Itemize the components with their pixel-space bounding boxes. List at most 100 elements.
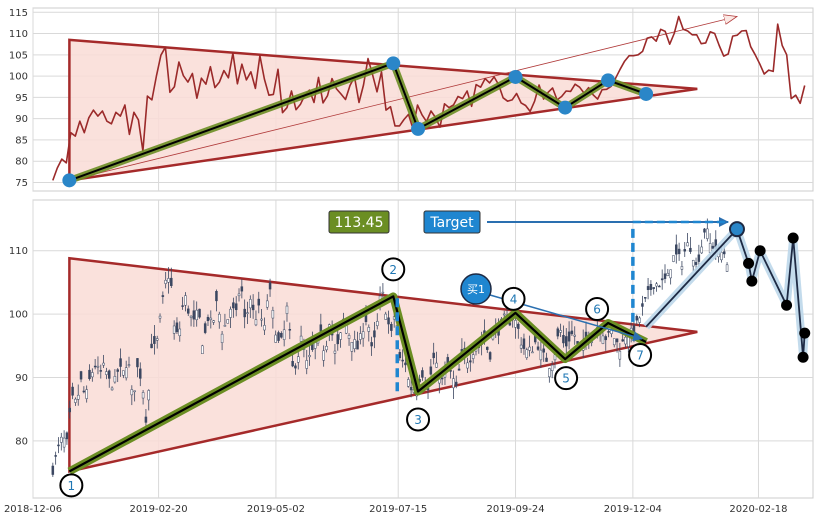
candle-body: [164, 279, 167, 284]
candle-body: [254, 319, 258, 326]
buy-label: 买1: [467, 283, 485, 296]
candle-body: [127, 364, 131, 366]
candle-body: [172, 325, 176, 334]
candle-body: [381, 291, 385, 294]
x-tick-label: 2019-12-04: [604, 504, 662, 515]
y-tick-label: 75: [15, 178, 28, 189]
candle-body: [646, 286, 650, 290]
pivot-markers: [62, 56, 654, 188]
candle-body: [198, 308, 201, 318]
candle-body: [641, 303, 644, 307]
candle-body: [277, 332, 280, 341]
pivot-label: 6: [593, 303, 601, 317]
candle-body: [170, 277, 173, 286]
y-tick-label: 90: [15, 114, 28, 125]
candle-body: [212, 320, 215, 323]
candle-body: [683, 249, 687, 252]
candle-body: [51, 465, 55, 475]
candle-body: [285, 305, 289, 314]
y-tick-label: 115: [9, 8, 28, 19]
candle-body: [409, 387, 413, 391]
candle-body: [672, 255, 675, 262]
candle-body: [339, 332, 342, 340]
projection-point: [787, 232, 799, 244]
candle-body: [220, 333, 224, 343]
candle-body: [167, 278, 170, 283]
x-tick-label: 2019-05-02: [247, 504, 305, 515]
candlestick-panel-y-axis: 80 90 100 110: [9, 246, 28, 447]
candle-body: [612, 338, 616, 346]
candle-body: [607, 330, 610, 333]
candle-body: [333, 350, 337, 354]
candle-body: [299, 335, 303, 342]
candle-body: [192, 310, 196, 320]
candle-body: [466, 362, 469, 369]
candle-body: [548, 368, 551, 378]
candle-body: [471, 354, 475, 359]
candle-body: [229, 308, 232, 318]
x-tick-label: 2019-02-20: [130, 504, 188, 515]
candle-body: [215, 290, 218, 302]
projection-point: [799, 327, 811, 339]
y-tick-label: 80: [15, 436, 28, 447]
projection-point: [743, 257, 755, 269]
candle-body: [508, 322, 512, 326]
candle-body: [675, 244, 678, 255]
candle-body: [153, 336, 156, 344]
candle-body: [514, 320, 517, 328]
candle-body: [150, 343, 153, 349]
y-tick-label: 80: [15, 157, 28, 168]
candle-body: [105, 371, 108, 375]
candle-body: [539, 349, 543, 361]
candle-body: [234, 303, 238, 311]
candle-body: [181, 305, 184, 307]
candle-body: [517, 323, 520, 329]
candle-body: [638, 317, 641, 323]
candle-body: [604, 336, 608, 341]
candle-body: [655, 283, 658, 287]
projection-point: [781, 299, 793, 311]
pivot-marker: [508, 69, 523, 84]
candle-body: [384, 313, 387, 320]
candle-body: [387, 317, 390, 325]
projection-point: [754, 245, 766, 257]
price-box-bg: [328, 210, 390, 234]
candle-body: [68, 407, 72, 413]
price-panel-y-axis: 75 80 85 90 95 100 105 110 115: [9, 8, 28, 189]
candle-body: [201, 345, 204, 354]
candle-body: [175, 322, 179, 333]
candle-body: [649, 283, 653, 290]
candle-body: [666, 272, 670, 277]
candle-body: [573, 334, 576, 337]
candle-body: [669, 269, 672, 279]
candle-body: [203, 323, 207, 333]
target-marker: [728, 221, 745, 238]
x-tick-label: 2018-12-06: [4, 504, 62, 515]
candle-body: [711, 245, 715, 249]
candle-body: [347, 335, 351, 339]
candle-body: [545, 357, 548, 362]
candle-body: [62, 437, 66, 448]
candle-body: [122, 370, 125, 376]
y-tick-label: 85: [15, 135, 28, 146]
candle-body: [519, 344, 523, 349]
projection-point: [746, 275, 758, 287]
target-box-text: Target: [429, 215, 474, 231]
candle-body: [469, 360, 472, 363]
pivot-circle: [554, 366, 579, 391]
candle-body: [161, 295, 165, 297]
candle-body: [565, 336, 568, 347]
pivot-marker: [558, 100, 573, 115]
pivot-label: 7: [636, 349, 644, 363]
candle-body: [139, 368, 142, 379]
candle-body: [686, 242, 689, 247]
candle-body: [243, 308, 246, 318]
buy-marker: [460, 273, 492, 305]
candle-body: [376, 321, 379, 326]
candle-body: [440, 377, 444, 380]
pivot-circle: [406, 407, 431, 432]
candle-body: [297, 356, 300, 363]
candle-body: [294, 365, 297, 369]
pivot-label: 4: [510, 292, 518, 306]
candle-body: [57, 444, 60, 447]
